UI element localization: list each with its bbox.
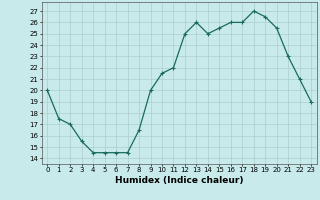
X-axis label: Humidex (Indice chaleur): Humidex (Indice chaleur) [115, 176, 244, 185]
